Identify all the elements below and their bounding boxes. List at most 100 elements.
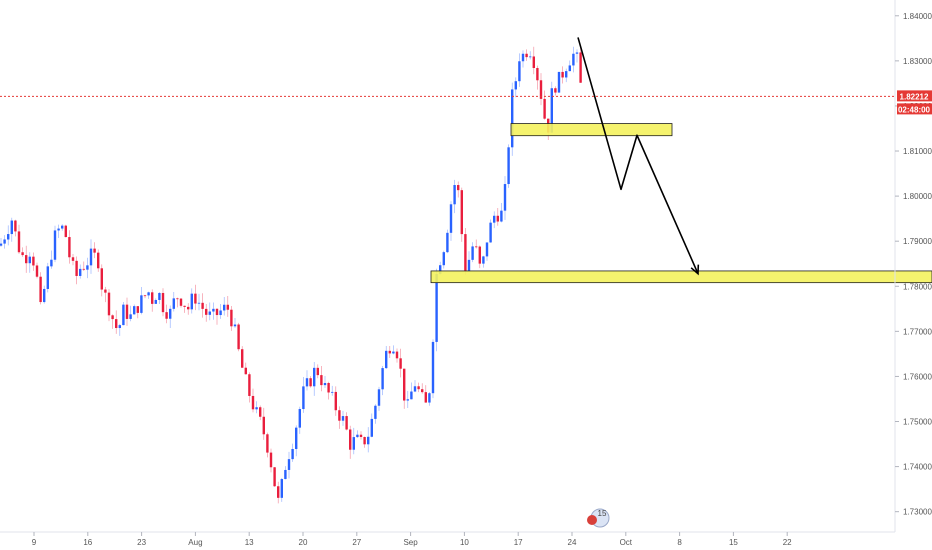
candle-body bbox=[269, 452, 273, 468]
candle-body bbox=[377, 389, 381, 406]
candle-body bbox=[561, 71, 564, 78]
candle-body bbox=[543, 98, 546, 119]
price-tick-label: 1.84000 bbox=[903, 12, 932, 21]
candle-body bbox=[442, 252, 445, 266]
candle-body bbox=[262, 416, 265, 435]
candle-body bbox=[277, 486, 280, 498]
price-tick-label: 1.78000 bbox=[903, 282, 932, 291]
candle-body bbox=[43, 288, 46, 303]
candle-body bbox=[284, 469, 287, 480]
time-axis[interactable]: 9 16 23 Aug 13 20 27 Sep 10 17 24 Oct 8 15 22 bbox=[32, 532, 792, 547]
candle-body bbox=[493, 215, 496, 223]
candle-body bbox=[97, 252, 100, 269]
candle-body bbox=[417, 386, 420, 390]
candle-body bbox=[273, 467, 276, 487]
candle-body bbox=[151, 292, 154, 304]
candle-body bbox=[7, 234, 10, 240]
candle-body bbox=[158, 292, 161, 300]
candle-body bbox=[71, 257, 75, 261]
candles-layer bbox=[0, 45, 582, 504]
time-tick-label: 13 bbox=[245, 538, 254, 547]
candle-body bbox=[554, 88, 557, 93]
candle-body bbox=[259, 407, 262, 417]
economic-event-badge[interactable]: 15 bbox=[587, 508, 610, 528]
candle-body bbox=[572, 53, 575, 66]
zones-layer bbox=[430, 123, 932, 284]
candle-body bbox=[381, 368, 384, 390]
price-axis[interactable]: 1.840001.830001.820001.810001.800001.790… bbox=[895, 12, 932, 517]
candle-body bbox=[403, 368, 406, 401]
candle-body bbox=[25, 255, 28, 264]
candle-body bbox=[349, 429, 352, 450]
candle-body bbox=[435, 274, 438, 342]
candle-body bbox=[143, 295, 147, 297]
event-badge-count: 15 bbox=[598, 509, 607, 518]
candle-body bbox=[154, 299, 157, 304]
projection-path[interactable] bbox=[577, 37, 699, 274]
time-tick-label: Aug bbox=[188, 538, 202, 547]
candle-body bbox=[111, 315, 114, 320]
time-tick-label: 22 bbox=[783, 538, 792, 547]
candle-body bbox=[10, 220, 13, 235]
price-tick-label: 1.76000 bbox=[903, 372, 932, 381]
candle-body bbox=[295, 427, 298, 449]
candle-body bbox=[374, 405, 377, 419]
candle-body bbox=[460, 190, 463, 235]
candle-body bbox=[53, 230, 57, 260]
candle-body bbox=[370, 418, 373, 437]
time-tick-label: 20 bbox=[299, 538, 308, 547]
price-tick-label: 1.75000 bbox=[903, 418, 932, 427]
candle-body bbox=[0, 243, 3, 246]
time-tick-label: Sep bbox=[403, 538, 418, 547]
candle-body bbox=[21, 252, 24, 256]
candle-body bbox=[35, 265, 39, 277]
candle-body bbox=[457, 185, 460, 191]
candle-body bbox=[179, 298, 183, 306]
time-tick-label: 27 bbox=[352, 538, 361, 547]
candle-body bbox=[359, 434, 363, 438]
candle-body bbox=[536, 68, 539, 81]
candle-body bbox=[421, 389, 424, 393]
candle-body bbox=[39, 276, 42, 303]
candle-body bbox=[341, 416, 345, 421]
candle-body bbox=[107, 292, 111, 316]
support-zone[interactable] bbox=[430, 270, 932, 284]
candle-body bbox=[79, 268, 82, 276]
candle-body bbox=[298, 409, 301, 428]
candle-body bbox=[399, 358, 402, 369]
candle-body bbox=[201, 302, 204, 309]
candle-body bbox=[194, 293, 197, 304]
candle-body bbox=[320, 375, 323, 386]
candle-body bbox=[525, 53, 528, 58]
candle-body bbox=[122, 304, 125, 326]
candle-body bbox=[14, 220, 17, 232]
candle-body bbox=[410, 391, 413, 400]
candle-body bbox=[129, 314, 132, 319]
support-zone[interactable] bbox=[510, 123, 673, 137]
candle-body bbox=[439, 265, 442, 275]
candle-body bbox=[385, 350, 388, 369]
candle-body bbox=[215, 308, 219, 316]
time-tick-label: 9 bbox=[32, 538, 37, 547]
candle-body bbox=[212, 308, 215, 312]
price-tick-label: 1.79000 bbox=[903, 237, 932, 246]
candle-body bbox=[248, 374, 251, 396]
current-price-value: 1.82212 bbox=[900, 92, 929, 101]
candle-body bbox=[241, 349, 244, 368]
candle-body bbox=[579, 52, 582, 83]
candle-body bbox=[521, 53, 525, 62]
current-price-box bbox=[897, 90, 932, 102]
candle-body bbox=[187, 306, 190, 310]
candle-body bbox=[169, 308, 172, 319]
candle-body bbox=[3, 239, 6, 244]
candle-body bbox=[172, 298, 175, 309]
candle-body bbox=[532, 56, 535, 69]
candle-body bbox=[395, 351, 399, 359]
candle-body bbox=[453, 185, 456, 205]
candle-body bbox=[323, 382, 327, 386]
candle-body bbox=[475, 246, 478, 248]
candle-body bbox=[518, 61, 521, 82]
candle-body bbox=[565, 71, 568, 78]
candle-body bbox=[338, 410, 341, 421]
